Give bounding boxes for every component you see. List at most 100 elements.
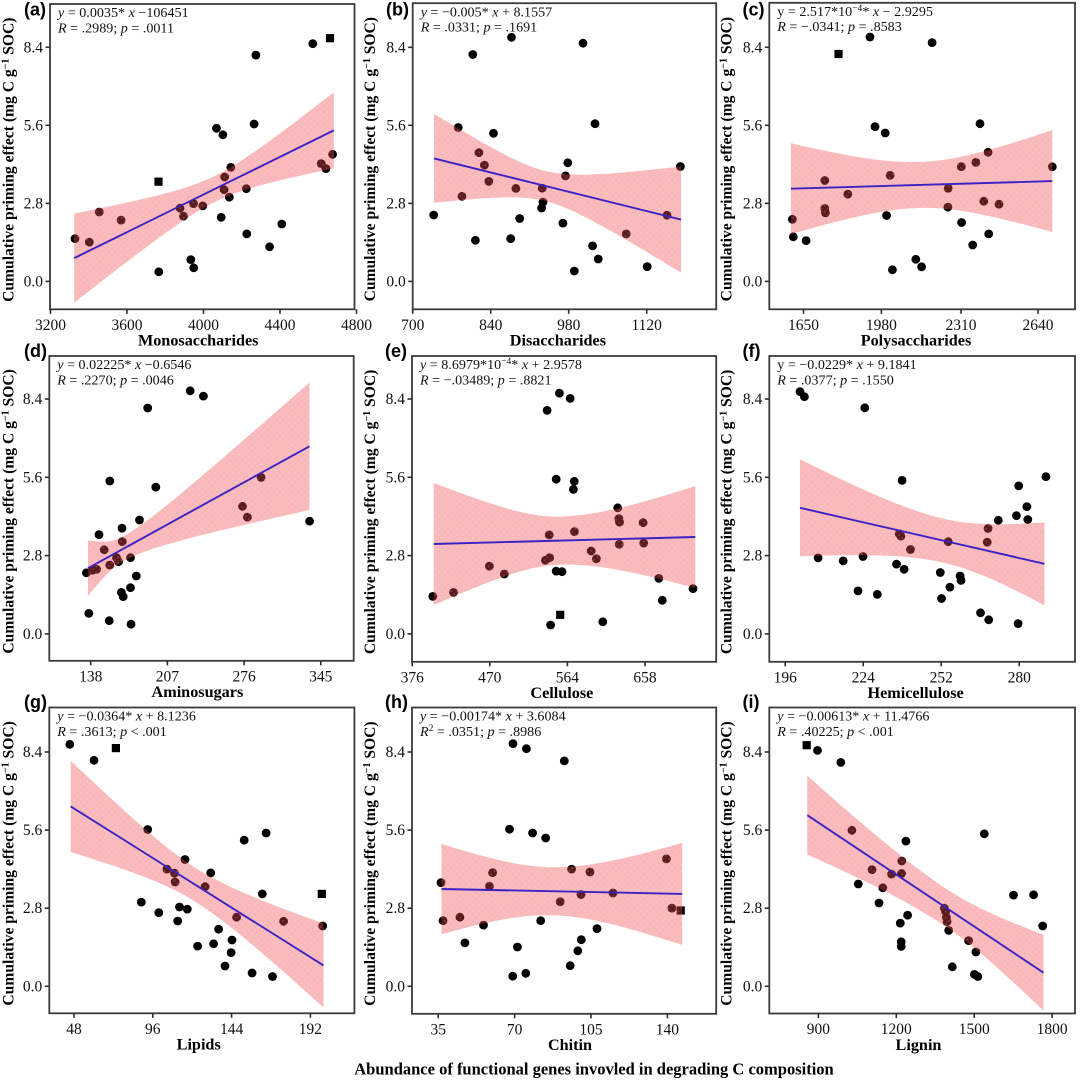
- svg-text:376: 376: [401, 669, 425, 686]
- svg-text:R = .3613; p < .001: R = .3613; p < .001: [56, 724, 166, 740]
- svg-text:8.4: 8.4: [386, 744, 406, 761]
- svg-text:R = .2270; p = .0046: R = .2270; p = .0046: [56, 372, 174, 388]
- svg-text:0.0: 0.0: [23, 978, 43, 995]
- svg-text:658: 658: [633, 669, 657, 686]
- svg-text:y = 8.6979*10−4​* x + 2.9578: y = 8.6979*10−4​* x + 2.9578: [418, 357, 582, 373]
- svg-text:Cumulative priming effect (mg: Cumulative priming effect (mg C g−1 SOC): [719, 370, 736, 654]
- svg-text:8.4: 8.4: [743, 744, 763, 761]
- svg-text:R = .0331; p = .1691: R = .0331; p = .1691: [420, 20, 538, 36]
- svg-text:Abundance of functional genes: Abundance of functional genes invovled i…: [354, 1060, 833, 1079]
- svg-text:105: 105: [579, 1021, 603, 1038]
- svg-text:R = −.0341; p = .8583: R = −.0341; p = .8583: [776, 19, 901, 35]
- svg-text:2.8: 2.8: [386, 900, 406, 917]
- svg-text:Lignin: Lignin: [896, 1036, 942, 1054]
- svg-text:(h): (h): [385, 692, 408, 712]
- svg-text:8.4: 8.4: [386, 391, 406, 408]
- svg-text:R = .40225; p < .001: R = .40225; p < .001: [776, 724, 894, 740]
- svg-text:y = −0.005* x + 8.1557: y = −0.005* x + 8.1557: [419, 4, 553, 20]
- svg-text:5.6: 5.6: [386, 822, 406, 839]
- svg-text:700: 700: [401, 317, 425, 334]
- svg-text:196: 196: [774, 669, 798, 686]
- svg-text:Cumulative priming effect (mg: Cumulative priming effect (mg C g−1 SOC): [1, 17, 18, 301]
- svg-text:(c): (c): [743, 0, 765, 20]
- svg-text:8.4: 8.4: [743, 39, 763, 56]
- svg-text:3200: 3200: [35, 317, 66, 334]
- svg-text:5.6: 5.6: [743, 469, 763, 486]
- svg-text:Cumulative priming effect (mg: Cumulative priming effect (mg C g−1 SOC): [362, 17, 379, 301]
- svg-text:0.0: 0.0: [743, 626, 763, 643]
- svg-text:8.4: 8.4: [386, 39, 406, 56]
- svg-text:0.0: 0.0: [386, 626, 406, 643]
- svg-text:4000: 4000: [188, 317, 219, 334]
- svg-text:4400: 4400: [265, 317, 296, 334]
- svg-text:144: 144: [220, 1021, 244, 1038]
- svg-text:Cumulative priming effect (mg: Cumulative priming effect (mg C g−1 SOC): [1, 721, 18, 1005]
- svg-text:0.0: 0.0: [743, 273, 763, 290]
- svg-text:3600: 3600: [112, 317, 143, 334]
- svg-text:35: 35: [430, 1021, 446, 1038]
- svg-text:140: 140: [656, 1021, 680, 1038]
- svg-text:2640: 2640: [1023, 317, 1054, 334]
- svg-text:8.4: 8.4: [24, 39, 44, 56]
- svg-text:y = −0.00174* x + 3.6084: y = −0.00174* x + 3.6084: [418, 709, 566, 725]
- svg-text:138: 138: [79, 668, 103, 685]
- svg-text:R = .0377; p = .1550: R = .0377; p = .1550: [776, 372, 894, 388]
- svg-text:Disaccharides: Disaccharides: [510, 332, 606, 350]
- svg-text:Polysaccharides: Polysaccharides: [861, 332, 972, 350]
- svg-text:5.6: 5.6: [24, 117, 44, 134]
- svg-text:980: 980: [557, 317, 581, 334]
- svg-text:5.6: 5.6: [743, 822, 763, 839]
- svg-text:96: 96: [145, 1021, 161, 1038]
- svg-text:y = −0.0229* x + 9.1841: y = −0.0229* x + 9.1841: [777, 357, 916, 373]
- svg-text:276: 276: [232, 668, 256, 685]
- svg-text:(g): (g): [24, 692, 47, 712]
- svg-text:R2​ = .0351; p = .8986: R2​ = .0351; p = .8986: [419, 724, 541, 740]
- svg-text:1800: 1800: [1037, 1021, 1068, 1038]
- svg-text:Cumulative priming effect (mg: Cumulative priming effect (mg C g−1 SOC): [719, 17, 736, 301]
- svg-text:70: 70: [507, 1021, 523, 1038]
- svg-text:Cumulative priming effect (mg: Cumulative priming effect (mg C g−1 SOC): [362, 721, 379, 1005]
- svg-text:Chitin: Chitin: [548, 1036, 592, 1054]
- svg-text:5.6: 5.6: [386, 469, 406, 486]
- svg-text:2.8: 2.8: [386, 548, 406, 565]
- svg-text:Lipids: Lipids: [177, 1036, 221, 1054]
- svg-text:2.8: 2.8: [743, 548, 763, 565]
- svg-text:0.0: 0.0: [386, 273, 406, 290]
- svg-text:Cumulative priming effect (mg: Cumulative priming effect (mg C g−1 SOC): [1, 369, 18, 653]
- svg-text:0.0: 0.0: [24, 273, 44, 290]
- svg-text:0.0: 0.0: [743, 978, 763, 995]
- svg-text:5.6: 5.6: [23, 469, 43, 486]
- svg-text:y = 2.517*10−4​* x − 2.9295: y = 2.517*10−4​* x − 2.9295: [777, 4, 933, 20]
- svg-text:280: 280: [1008, 669, 1032, 686]
- svg-text:470: 470: [478, 669, 502, 686]
- svg-text:2.8: 2.8: [743, 195, 763, 212]
- svg-text:207: 207: [156, 668, 180, 685]
- svg-text:Hemicellulose: Hemicellulose: [867, 684, 963, 702]
- svg-text:(a): (a): [24, 0, 46, 20]
- svg-text:2.8: 2.8: [743, 900, 763, 917]
- svg-text:8.4: 8.4: [743, 391, 763, 408]
- svg-text:1120: 1120: [631, 317, 662, 334]
- svg-text:5.6: 5.6: [386, 117, 406, 134]
- svg-text:900: 900: [807, 1021, 831, 1038]
- svg-text:R = .2989; p = .0011: R = .2989; p = .0011: [57, 20, 174, 36]
- svg-text:R = −.03489; p = .8821: R = −.03489; p = .8821: [419, 372, 552, 388]
- svg-text:0.0: 0.0: [23, 626, 43, 643]
- svg-text:840: 840: [479, 317, 503, 334]
- svg-text:Monosaccharides: Monosaccharides: [138, 332, 259, 350]
- svg-text:y = 0.0035* x −106451: y = 0.0035* x −106451: [56, 5, 189, 21]
- svg-text:5.6: 5.6: [743, 117, 763, 134]
- svg-text:Cellulose: Cellulose: [530, 684, 593, 702]
- svg-text:y = −0.0364* x + 8.1236: y = −0.0364* x + 8.1236: [55, 709, 196, 725]
- svg-text:Cumulative priming effect (mg: Cumulative priming effect (mg C g−1 SOC): [362, 370, 379, 654]
- svg-text:1200: 1200: [881, 1021, 912, 1038]
- svg-text:252: 252: [930, 669, 953, 686]
- svg-text:8.4: 8.4: [23, 744, 43, 761]
- svg-text:1980: 1980: [866, 317, 897, 334]
- svg-text:0.0: 0.0: [386, 978, 406, 995]
- svg-text:345: 345: [309, 668, 333, 685]
- svg-text:(e): (e): [385, 341, 407, 361]
- svg-text:(d): (d): [24, 341, 47, 361]
- svg-text:(b): (b): [386, 0, 409, 20]
- svg-text:8.4: 8.4: [23, 391, 43, 408]
